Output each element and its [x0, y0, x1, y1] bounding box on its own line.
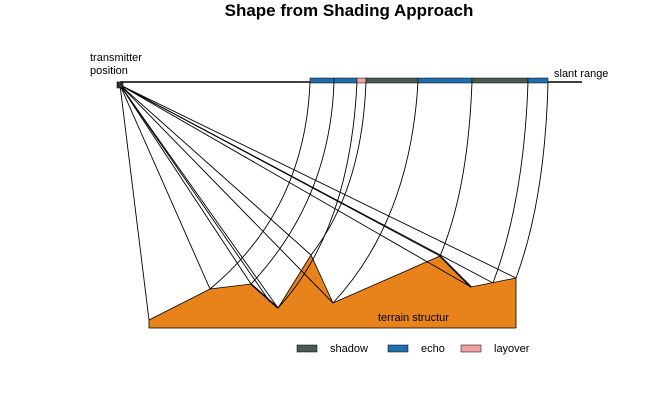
ray	[119, 84, 312, 256]
transmitter-marker	[116, 81, 124, 89]
range-arc	[515, 81, 549, 279]
range-arc	[439, 81, 473, 257]
layover-segment	[356, 77, 367, 84]
range-arc	[310, 81, 367, 256]
legend-swatch-layover	[460, 344, 482, 353]
terrain-ridge-right	[439, 255, 472, 288]
range-arc	[209, 81, 311, 290]
range-arc-group	[209, 81, 549, 309]
legend-label-shadow: shadow	[330, 343, 368, 355]
transmitter-label-line1: transmitter	[90, 52, 142, 64]
ray-group	[119, 84, 517, 321]
ray	[119, 84, 334, 304]
ray	[119, 84, 472, 288]
slant-range-label: slant range	[554, 68, 608, 80]
legend-swatch-shadow	[296, 344, 318, 353]
slant-range-segments	[309, 77, 549, 84]
ray	[119, 84, 494, 284]
terrain-label: terrain structur	[378, 312, 449, 324]
legend: shadow echo layover	[296, 343, 530, 355]
echo-segment	[333, 77, 358, 84]
range-arc	[250, 81, 335, 285]
shadow-segment	[365, 77, 419, 84]
echo-segment	[309, 77, 335, 84]
legend-label-layover: layover	[494, 343, 530, 355]
echo-segment	[417, 77, 473, 84]
diagram-title: Shape from Shading Approach	[225, 1, 474, 20]
ray	[119, 84, 271, 303]
ray	[119, 84, 517, 279]
range-arc	[332, 81, 419, 304]
ray	[119, 84, 279, 309]
ray	[119, 84, 211, 290]
ray	[119, 84, 150, 321]
ray	[119, 84, 252, 285]
terrain-structure	[148, 254, 517, 329]
transmitter-label-line2: position	[90, 65, 128, 77]
terrain-ridge-left	[250, 283, 279, 309]
echo-segment	[527, 77, 549, 84]
legend-label-echo: echo	[421, 343, 445, 355]
shadow-segment	[471, 77, 529, 84]
range-arc	[277, 81, 358, 309]
legend-swatch-echo	[387, 344, 409, 353]
range-arc	[492, 81, 529, 284]
